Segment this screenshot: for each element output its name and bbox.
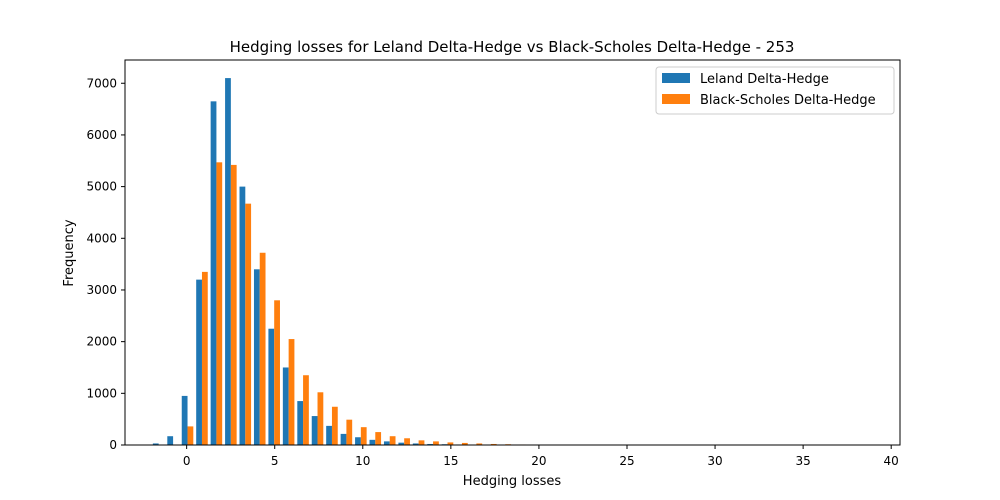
bar-leland [268, 328, 275, 445]
y-tick-label: 0 [109, 438, 117, 452]
bar-black-scholes [461, 442, 468, 445]
legend-label-black-scholes: Black-Scholes Delta-Hedge [700, 93, 876, 108]
y-tick-label: 7000 [86, 76, 117, 90]
bar-leland [297, 401, 304, 445]
bar-leland [239, 186, 246, 446]
legend: Leland Delta-Hedge Black-Scholes Delta-H… [655, 66, 895, 115]
bar-black-scholes [317, 392, 324, 445]
x-tick-label: 40 [884, 454, 899, 468]
bar-leland [326, 425, 332, 445]
bar-black-scholes [404, 438, 410, 445]
legend-swatch-black-scholes [662, 94, 690, 104]
bar-leland [152, 443, 159, 445]
bar-black-scholes [245, 203, 252, 445]
y-tick-label: 4000 [86, 231, 117, 245]
x-tick-label: 35 [795, 454, 810, 468]
bar-black-scholes [216, 162, 223, 445]
bar-leland [398, 442, 405, 445]
bar-black-scholes [303, 375, 309, 445]
legend-frame [655, 66, 895, 115]
x-tick-label: 0 [183, 454, 191, 468]
x-tick-label: 25 [619, 454, 634, 468]
bar-leland [427, 443, 434, 445]
bar-leland [412, 443, 419, 445]
bar-leland [253, 269, 260, 445]
bar-black-scholes [274, 300, 280, 445]
bar-leland [383, 441, 390, 445]
x-axis-ticks: 0 5 10 15 20 25 30 35 40 [183, 445, 899, 468]
bars-layer [152, 78, 873, 446]
bar-black-scholes [490, 443, 497, 445]
bar-black-scholes [389, 436, 396, 445]
bar-black-scholes [230, 164, 237, 445]
bar-leland [167, 436, 174, 445]
bar-black-scholes [418, 440, 425, 445]
bar-leland [282, 367, 289, 445]
bar-black-scholes [360, 427, 367, 445]
y-tick-label: 2000 [86, 335, 117, 349]
y-tick-label: 6000 [86, 128, 117, 142]
legend-label-leland: Leland Delta-Hedge [700, 72, 829, 87]
bar-leland [355, 437, 361, 445]
bar-leland [181, 395, 188, 445]
x-tick-label: 5 [271, 454, 279, 468]
y-axis-ticks: 0 1000 2000 3000 4000 5000 6000 7000 [86, 76, 125, 452]
plot-frame [124, 59, 901, 446]
legend-swatch-leland [662, 73, 690, 83]
y-tick-label: 3000 [86, 283, 117, 297]
x-tick-label: 15 [443, 454, 458, 468]
bar-black-scholes [447, 442, 454, 445]
chart-title: Hedging losses for Leland Delta-Hedge vs… [230, 38, 795, 56]
bar-leland [311, 416, 318, 445]
y-tick-label: 5000 [86, 180, 117, 194]
bar-leland [340, 433, 347, 445]
bar-black-scholes [201, 271, 208, 445]
bar-black-scholes [331, 406, 338, 445]
bar-leland [225, 78, 231, 445]
bar-black-scholes [375, 432, 382, 445]
bar-black-scholes [288, 339, 295, 445]
bar-black-scholes [433, 441, 439, 445]
y-axis-label: Frequency [62, 219, 77, 286]
bar-black-scholes [259, 252, 266, 445]
x-tick-label: 20 [531, 454, 546, 468]
y-tick-label: 1000 [86, 386, 117, 400]
x-tick-label: 30 [707, 454, 722, 468]
x-axis-label: Hedging losses [463, 474, 562, 489]
bar-black-scholes [187, 426, 194, 445]
bar-black-scholes [346, 419, 353, 445]
bar-leland [210, 101, 217, 445]
bar-black-scholes [476, 443, 483, 445]
bar-leland [369, 439, 376, 445]
bar-leland [196, 279, 202, 445]
x-tick-label: 10 [355, 454, 370, 468]
